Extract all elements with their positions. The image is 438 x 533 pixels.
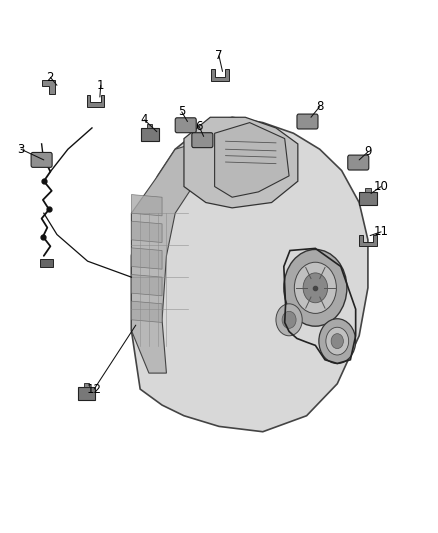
Bar <box>78 387 95 400</box>
Bar <box>147 124 152 128</box>
Bar <box>359 192 377 205</box>
Bar <box>141 128 159 141</box>
Text: 5: 5 <box>178 106 185 118</box>
FancyBboxPatch shape <box>297 114 318 129</box>
Circle shape <box>284 249 347 326</box>
Bar <box>40 259 53 266</box>
FancyBboxPatch shape <box>175 118 196 133</box>
FancyBboxPatch shape <box>31 152 52 167</box>
Text: 12: 12 <box>87 383 102 395</box>
Polygon shape <box>131 221 162 243</box>
Polygon shape <box>87 95 104 107</box>
Text: 7: 7 <box>215 50 223 62</box>
Polygon shape <box>184 117 298 208</box>
FancyBboxPatch shape <box>192 133 213 148</box>
Circle shape <box>276 304 302 336</box>
Circle shape <box>294 262 336 313</box>
Text: 6: 6 <box>195 120 203 133</box>
Polygon shape <box>131 195 162 216</box>
Text: 9: 9 <box>364 146 372 158</box>
Polygon shape <box>131 117 368 432</box>
Text: 4: 4 <box>141 114 148 126</box>
Bar <box>84 383 89 387</box>
Bar <box>365 188 371 192</box>
Text: 10: 10 <box>374 180 389 193</box>
Text: 3: 3 <box>18 143 25 156</box>
Polygon shape <box>131 144 193 373</box>
Text: 8: 8 <box>316 100 323 113</box>
Polygon shape <box>131 248 162 269</box>
Polygon shape <box>131 274 162 296</box>
Polygon shape <box>131 301 162 322</box>
Text: 11: 11 <box>374 225 389 238</box>
Polygon shape <box>211 69 229 81</box>
Circle shape <box>319 319 356 364</box>
Circle shape <box>326 327 349 355</box>
Circle shape <box>331 334 343 349</box>
Polygon shape <box>42 80 55 94</box>
Circle shape <box>282 311 296 328</box>
Text: 2: 2 <box>46 71 54 84</box>
Text: 1: 1 <box>97 79 105 92</box>
Polygon shape <box>215 123 289 197</box>
FancyBboxPatch shape <box>348 155 369 170</box>
Circle shape <box>303 273 328 303</box>
Polygon shape <box>359 235 377 246</box>
